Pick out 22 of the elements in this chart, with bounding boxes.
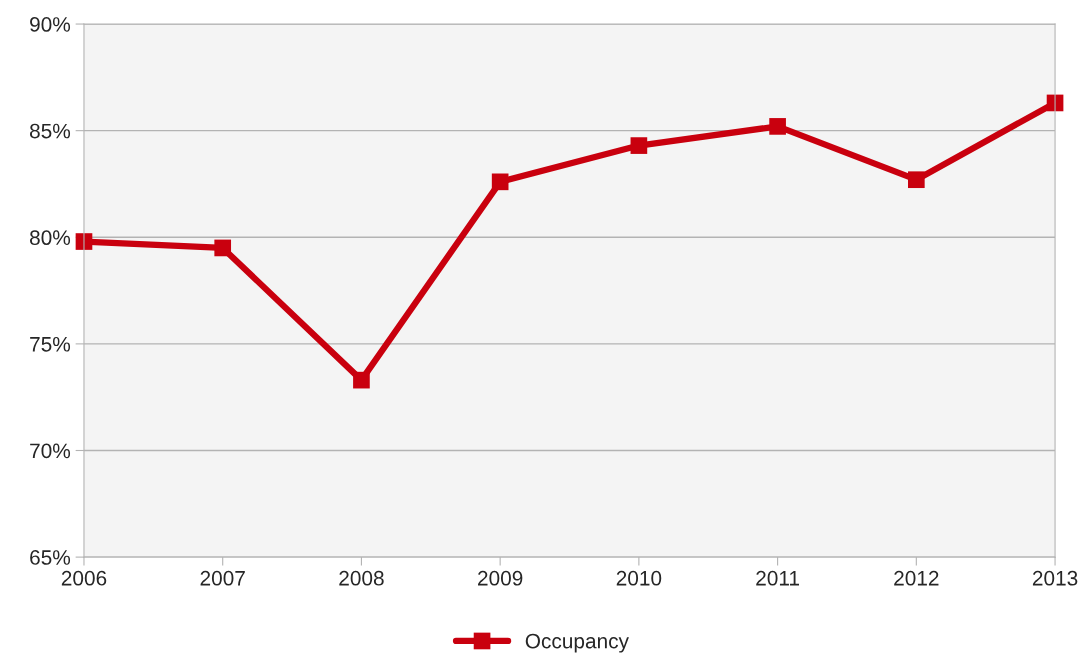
- point: [75, 233, 93, 250]
- x-tick-label: 2011: [756, 570, 799, 586]
- x-tick-label: 2008: [339, 570, 384, 586]
- x-tick-label: 2006: [61, 570, 107, 586]
- point: [769, 118, 786, 135]
- y-tick-label: 75%: [30, 336, 71, 352]
- legend-label: Occupancy: [525, 633, 629, 653]
- x-tick-label: 2013: [1032, 570, 1078, 586]
- point: [353, 371, 370, 389]
- point: [908, 171, 925, 189]
- y-tick-label: 90%: [30, 17, 71, 32]
- x-tick-label: 2009: [478, 570, 523, 586]
- y-tick-label: 80%: [29, 230, 71, 246]
- y-tick-label: 65%: [30, 550, 71, 565]
- point: [630, 137, 648, 154]
- point: [214, 239, 232, 257]
- x-tick-label: 2012: [894, 570, 939, 586]
- point: [491, 173, 509, 191]
- y-tick-label: 70%: [30, 443, 71, 459]
- y-tick-label: 85%: [29, 123, 71, 139]
- x-tick-label: 2007: [200, 570, 245, 586]
- x-tick-label: 2010: [616, 570, 662, 586]
